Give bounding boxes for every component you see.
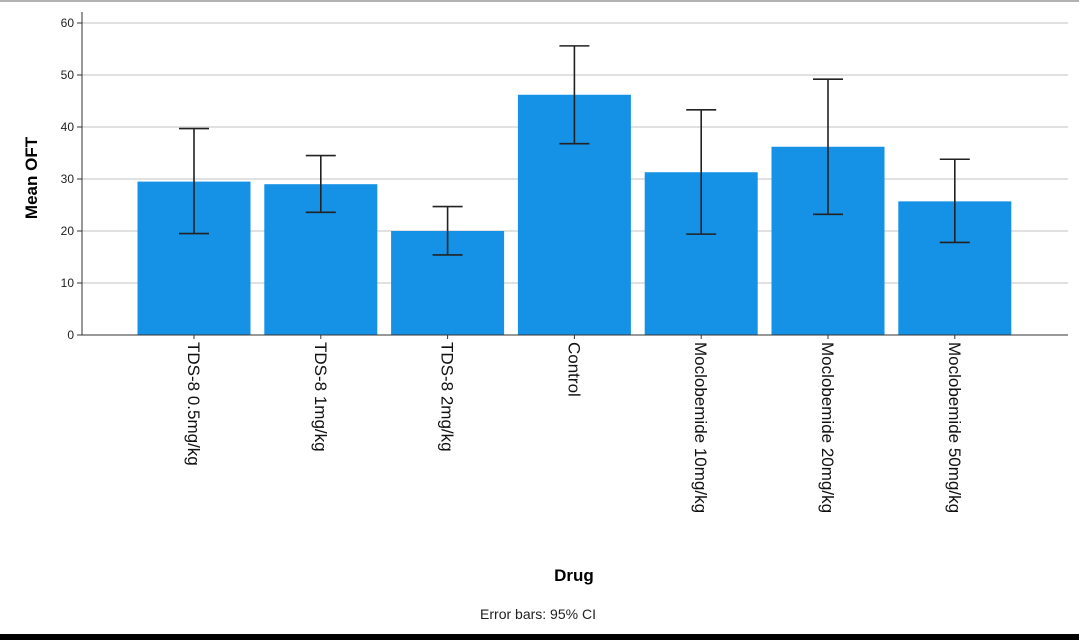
y-axis-title: Mean OFT (22, 136, 41, 219)
y-tick-label: 10 (61, 276, 75, 290)
bottom-border (0, 634, 1079, 640)
y-tick-label: 40 (61, 120, 75, 134)
y-tick-label: 20 (61, 224, 75, 238)
axes (0, 0, 1079, 336)
x-category-label: Moclobemide 50mg/kg (945, 342, 964, 513)
y-tick-label: 50 (61, 68, 75, 82)
x-axis-title: Drug (554, 566, 594, 585)
x-category-label: TDS-8 2mg/kg (438, 342, 457, 452)
x-category-labels: TDS-8 0.5mg/kg TDS-8 1mg/kg TDS-8 2mg/kg Co… (184, 342, 964, 513)
x-category-label: Control (564, 342, 583, 397)
y-tick-label: 0 (67, 328, 74, 342)
error-bars-footnote: Error bars: 95% CI (480, 606, 596, 622)
y-tick-labels: 0 10 20 30 40 50 60 (61, 16, 75, 342)
x-category-label: TDS-8 1mg/kg (311, 342, 330, 452)
error-bars (179, 45, 970, 256)
y-tick-label: 60 (61, 16, 75, 30)
x-category-label: Moclobemide 20mg/kg (818, 342, 837, 513)
x-category-label: TDS-8 0.5mg/kg (184, 342, 203, 466)
x-category-label: Moclobemide 10mg/kg (691, 342, 710, 513)
y-tick-label: 30 (61, 172, 75, 186)
